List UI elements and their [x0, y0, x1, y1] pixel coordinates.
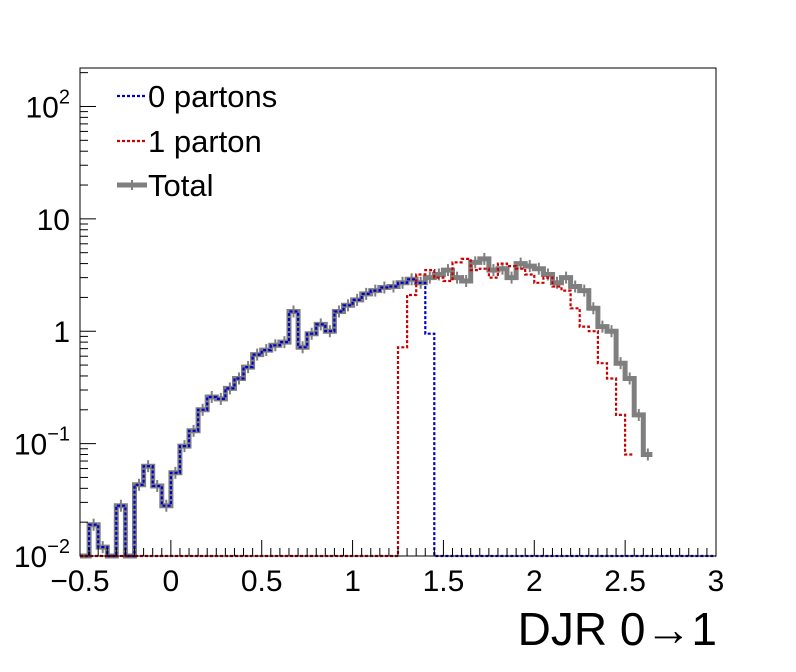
legend-label-1-parton: 1 parton [148, 124, 262, 159]
y-tick-label: 10−1 [14, 424, 70, 462]
series-line-1-parton [80, 257, 635, 558]
legend: 0 partons 1 parton Total [117, 79, 277, 203]
series-1-parton [80, 257, 635, 558]
y-tick-base: 1 [53, 316, 70, 349]
x-tick-label: 2 [526, 565, 543, 598]
x-tick-label: 0.5 [241, 565, 283, 598]
y-tick-base: 10 [14, 541, 47, 574]
x-tick-label: 1.5 [423, 565, 465, 598]
y-tick-base: 10 [37, 204, 70, 237]
x-tick-label: 1 [344, 565, 361, 598]
y-tick-label: 102 [26, 86, 71, 124]
y-tick-base: 10 [26, 91, 59, 124]
y-tick-exponent: −1 [47, 424, 70, 446]
x-tick-label: −0.5 [50, 565, 109, 598]
y-tick-label: 1 [53, 316, 70, 349]
legend-label-total: Total [148, 168, 213, 203]
y-tick-label: 10 [37, 204, 70, 237]
y-tick-exponent: −2 [47, 536, 70, 558]
y-tick-exponent: 2 [59, 86, 70, 108]
x-tick-label: 0 [163, 565, 180, 598]
legend-label-0-partons: 0 partons [148, 79, 277, 114]
x-axis-title: DJR 0→1 [518, 603, 717, 655]
x-tick-label: 3 [708, 565, 725, 598]
y-tick-label: 10−2 [14, 536, 70, 574]
x-tick-label: 2.5 [604, 565, 646, 598]
y-tick-base: 10 [14, 429, 47, 462]
